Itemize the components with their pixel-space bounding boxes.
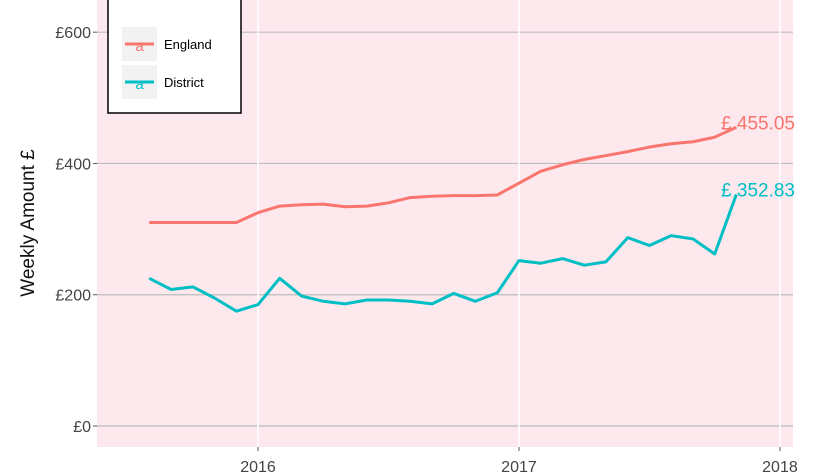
x-tick-label: 2018 xyxy=(762,459,798,475)
legend-key-glyph: a xyxy=(135,38,144,55)
y-tick-label: £200 xyxy=(55,288,91,305)
data-label: £ 455.05 xyxy=(721,113,795,134)
legend-key-glyph: a xyxy=(135,76,144,93)
line xyxy=(149,125,737,225)
x-tick-label: 2016 xyxy=(240,459,276,475)
y-tick-label: £0 xyxy=(73,419,91,436)
legend-label: England xyxy=(164,37,212,52)
line xyxy=(148,193,738,313)
y-axis-label: Weekly Amount £ xyxy=(18,149,39,297)
legend: a England a District xyxy=(107,0,242,114)
x-tick-label: 2017 xyxy=(501,459,537,475)
legend-label: District xyxy=(164,75,204,90)
y-tick-label: £400 xyxy=(55,156,91,173)
y-tick-label: £600 xyxy=(55,25,91,42)
data-label: £ 352.83 xyxy=(721,180,795,201)
